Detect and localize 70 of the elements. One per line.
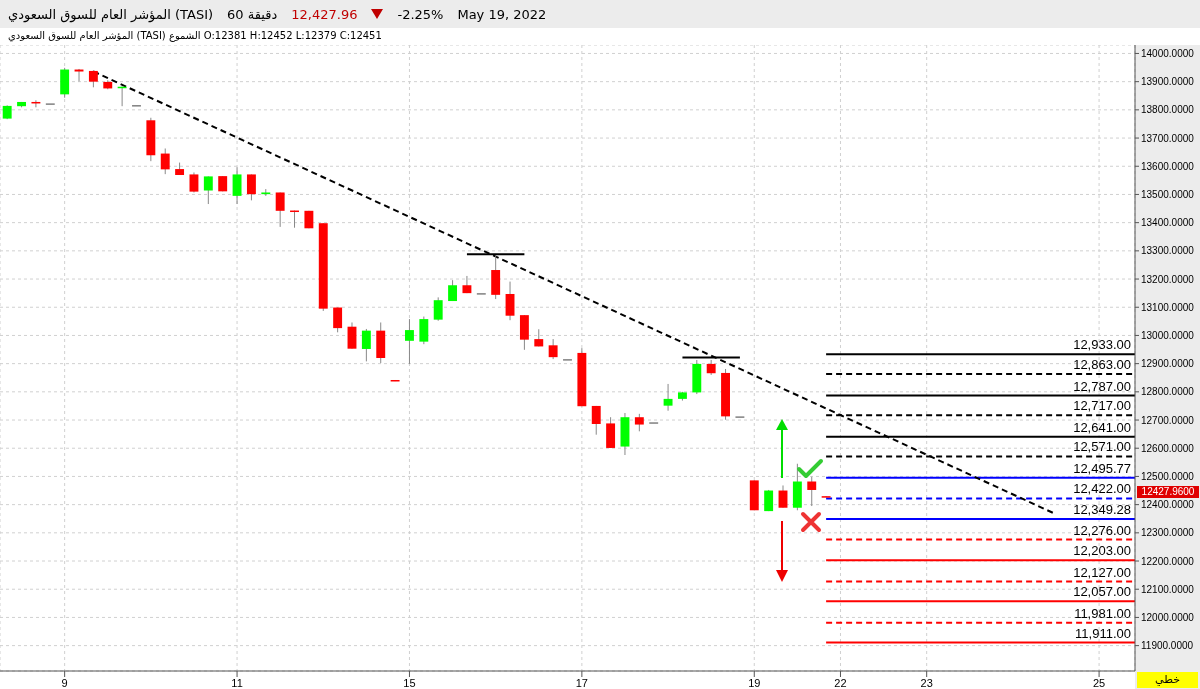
candlestick	[246, 173, 256, 201]
candlestick	[333, 307, 343, 333]
ref-line-label: 12,933.00	[1073, 337, 1131, 353]
text: المؤشر العام للسوق السعودي (TASI) الشموع O:12381 H:12452 L:12379 C:12451	[8, 30, 382, 41]
y-tick-label: 12300.0000	[1141, 527, 1195, 539]
candlestick	[591, 405, 601, 436]
candlestick	[275, 191, 285, 228]
x-tick-label: 9	[61, 676, 68, 689]
y-tick-label: 12900.0000	[1141, 358, 1195, 370]
x-tick-label: 11	[231, 676, 243, 689]
y-tick-label: 13000.0000	[1141, 329, 1195, 341]
candlestick	[433, 296, 443, 322]
ref-line-label: 12,203.00	[1073, 543, 1131, 559]
x-tick-label: 19	[748, 676, 761, 689]
x-tick-label: 17	[575, 676, 588, 689]
ref-line-label: 12,349.28	[1073, 501, 1131, 517]
y-tick-label: 14000.0000	[1141, 48, 1195, 60]
ref-line-label: 12,641.00	[1073, 419, 1131, 435]
y-tick-label: 13800.0000	[1141, 104, 1195, 116]
candlestick	[462, 275, 472, 294]
y-tick-label: 13900.0000	[1141, 76, 1195, 88]
y-tick-label: 13700.0000	[1141, 132, 1195, 144]
candlestick	[419, 316, 429, 345]
x-tick-label: 23	[920, 676, 933, 689]
ref-line-label: 12,127.00	[1073, 564, 1131, 580]
y-tick-label: 13100.0000	[1141, 301, 1195, 313]
text: -2.25%	[397, 6, 444, 22]
y-tick-label: 12600.0000	[1141, 442, 1195, 454]
y-tick-label: 13300.0000	[1141, 245, 1195, 257]
text: 12427.9600	[1137, 485, 1199, 498]
y-tick-label: 13500.0000	[1141, 189, 1195, 200]
ref-line-label: 12,787.00	[1073, 378, 1131, 394]
y-tick-label: 12500.0000	[1141, 470, 1195, 482]
y-tick-label: 12200.0000	[1141, 555, 1195, 567]
candlestick	[203, 175, 213, 205]
candlestick	[160, 147, 170, 175]
y-tick-label: 12000.0000	[1141, 611, 1195, 623]
y-tick-label: 13600.0000	[1141, 160, 1195, 172]
text: خطي	[1137, 672, 1198, 688]
x-tick-label: 15	[403, 676, 416, 689]
y-tick-label: 12400.0000	[1141, 499, 1195, 511]
candlestick	[232, 166, 242, 205]
text: May 19, 2022	[457, 6, 547, 22]
ref-line-label: 12,422.00	[1073, 481, 1131, 497]
candlestick	[347, 321, 357, 350]
ref-line-label: 12,717.00	[1073, 398, 1131, 414]
y-tick-label: 12800.0000	[1141, 386, 1195, 398]
ref-line-label: 12,571.00	[1073, 439, 1131, 455]
y-tick-label: 12100.0000	[1141, 583, 1195, 595]
candlestick	[505, 281, 515, 321]
ref-line-label: 12,863.00	[1073, 357, 1131, 373]
ref-line-label: 12,276.00	[1073, 522, 1131, 538]
y-tick-label: 13200.0000	[1141, 273, 1195, 285]
y-tick-label: 12700.0000	[1141, 414, 1195, 426]
ref-line-label: 11,911.00	[1075, 625, 1131, 641]
ref-line-label: 11,981.00	[1074, 605, 1131, 621]
chart-title: المؤشر العام للسوق السعودي (TASI)	[8, 6, 214, 22]
y-tick-label: 11900.0000	[1141, 640, 1194, 652]
y-tick-label: 13400.0000	[1141, 217, 1195, 229]
x-tick-label: 25	[1092, 676, 1106, 689]
candlestick	[405, 318, 414, 365]
candlestick	[361, 328, 371, 362]
x-tick-label: 22	[834, 676, 847, 689]
text: 12,427.96	[291, 6, 358, 22]
candlestick	[807, 476, 817, 507]
ref-line-label: 12,495.77	[1073, 460, 1131, 476]
chart-subtitle: 60 دقيقة	[227, 6, 278, 22]
ref-line-label: 12,057.00	[1073, 584, 1131, 600]
candlestick	[548, 338, 558, 360]
candlestick	[663, 383, 673, 412]
